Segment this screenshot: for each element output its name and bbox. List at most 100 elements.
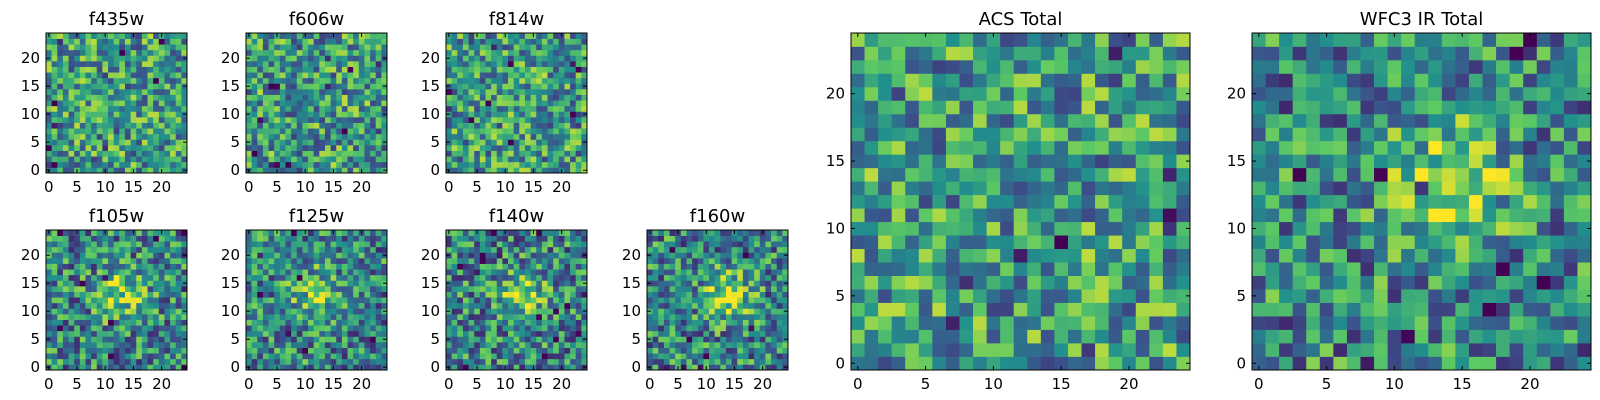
- heatmap-cell: [496, 139, 503, 146]
- heatmap-cell: [279, 161, 286, 168]
- heatmap-cell: [932, 302, 947, 317]
- heatmap-cell: [74, 44, 81, 51]
- heatmap-cell: [771, 274, 778, 281]
- heatmap-cell: [347, 297, 354, 304]
- heatmap-cell: [754, 269, 761, 276]
- heatmap-cell: [553, 291, 560, 298]
- heatmap-cell: [57, 167, 64, 174]
- heatmap-cell: [91, 353, 98, 360]
- heatmap-cell: [714, 241, 721, 248]
- heatmap-cell: [302, 358, 309, 365]
- heatmap-cell: [313, 258, 320, 264]
- heatmap-cell: [776, 353, 783, 360]
- heatmap-cell: [496, 161, 503, 168]
- heatmap-cell: [776, 280, 783, 287]
- heatmap-cell: [725, 252, 732, 259]
- heatmap-cell: [119, 55, 126, 62]
- heatmap-cell: [742, 286, 749, 292]
- heatmap-cell: [262, 44, 269, 51]
- heatmap-cell: [158, 302, 165, 309]
- heatmap-cell: [130, 308, 137, 315]
- heatmap-cell: [336, 94, 343, 101]
- heatmap-cell: [268, 139, 275, 146]
- heatmap-cell: [1149, 235, 1164, 250]
- heatmap-cell: [358, 342, 365, 348]
- heatmap-cell: [547, 246, 554, 253]
- heatmap-cell: [375, 364, 382, 371]
- heatmap-cell: [692, 353, 699, 360]
- heatmap-cell: [692, 286, 699, 292]
- heatmap-cell: [358, 89, 365, 95]
- heatmap-cell: [1095, 208, 1109, 223]
- heatmap-cell: [709, 246, 716, 253]
- heatmap-cell: [296, 364, 303, 371]
- y-tick-label: 5: [30, 133, 40, 151]
- heatmap-cell: [296, 156, 303, 163]
- heatmap-cell: [720, 241, 727, 248]
- heatmap-cell: [709, 347, 716, 354]
- heatmap-cell: [57, 38, 64, 45]
- heatmap-cell: [1162, 343, 1177, 357]
- heatmap-cell: [513, 274, 520, 281]
- heatmap-cell: [663, 319, 670, 326]
- heatmap-cell: [513, 308, 520, 315]
- heatmap-cell: [274, 94, 281, 101]
- heatmap-cell: [57, 336, 64, 343]
- heatmap-cell: [669, 342, 676, 348]
- heatmap-cell: [1135, 235, 1150, 250]
- heatmap-cell: [973, 208, 987, 223]
- heatmap-cell: [457, 89, 464, 95]
- heatmap-cell: [319, 72, 326, 79]
- heatmap-cell: [164, 252, 171, 259]
- heatmap-cell: [547, 100, 554, 107]
- heatmap-cell: [324, 145, 331, 151]
- heatmap-cell: [79, 347, 86, 354]
- heatmap-cell: [130, 55, 137, 62]
- y-tick-label: 5: [230, 330, 240, 348]
- heatmap-cell: [1162, 275, 1177, 290]
- heatmap-cell: [564, 314, 571, 320]
- heatmap-cell: [485, 77, 492, 84]
- heatmap-cell: [181, 235, 188, 242]
- heatmap-cell: [113, 133, 120, 140]
- heatmap-cell: [119, 353, 126, 360]
- heatmap-cell: [68, 117, 75, 123]
- heatmap-cell: [324, 105, 331, 112]
- heatmap-cell: [381, 133, 388, 140]
- heatmap-cell: [251, 286, 258, 292]
- heatmap-cell: [164, 319, 171, 326]
- heatmap-cell: [308, 117, 315, 123]
- heatmap-cell: [680, 302, 687, 309]
- heatmap-cell: [547, 89, 554, 95]
- heatmap-cell: [124, 100, 131, 107]
- heatmap-cell: [680, 269, 687, 276]
- heatmap-cell: [737, 336, 744, 343]
- heatmap-cell: [370, 263, 377, 270]
- heatmap-cell: [570, 83, 577, 90]
- heatmap-cell: [251, 133, 258, 140]
- heatmap-cell: [697, 258, 704, 264]
- heatmap-cell: [274, 241, 281, 248]
- heatmap-cell: [68, 77, 75, 84]
- heatmap-cell: [79, 33, 86, 39]
- heatmap-cell: [79, 274, 86, 281]
- heatmap-cell: [547, 358, 554, 365]
- heatmap-cell: [57, 291, 64, 298]
- heatmap-cell: [85, 302, 92, 309]
- heatmap-cell: [570, 274, 577, 281]
- heatmap-cell: [570, 319, 577, 326]
- heatmap-cell: [108, 314, 115, 320]
- heatmap-cell: [864, 154, 879, 169]
- heatmap-cell: [519, 66, 526, 73]
- heatmap-cell: [918, 208, 933, 223]
- heatmap-cell: [1162, 302, 1177, 317]
- heatmap-cell: [119, 33, 126, 39]
- heatmap-cell: [474, 117, 481, 123]
- heatmap-cell: [502, 353, 509, 360]
- heatmap-cell: [536, 33, 543, 39]
- heatmap-cell: [68, 72, 75, 79]
- heatmap-cell: [581, 297, 588, 304]
- heatmap-cell: [1108, 275, 1123, 290]
- heatmap-cell: [285, 364, 292, 371]
- heatmap-cell: [313, 139, 320, 146]
